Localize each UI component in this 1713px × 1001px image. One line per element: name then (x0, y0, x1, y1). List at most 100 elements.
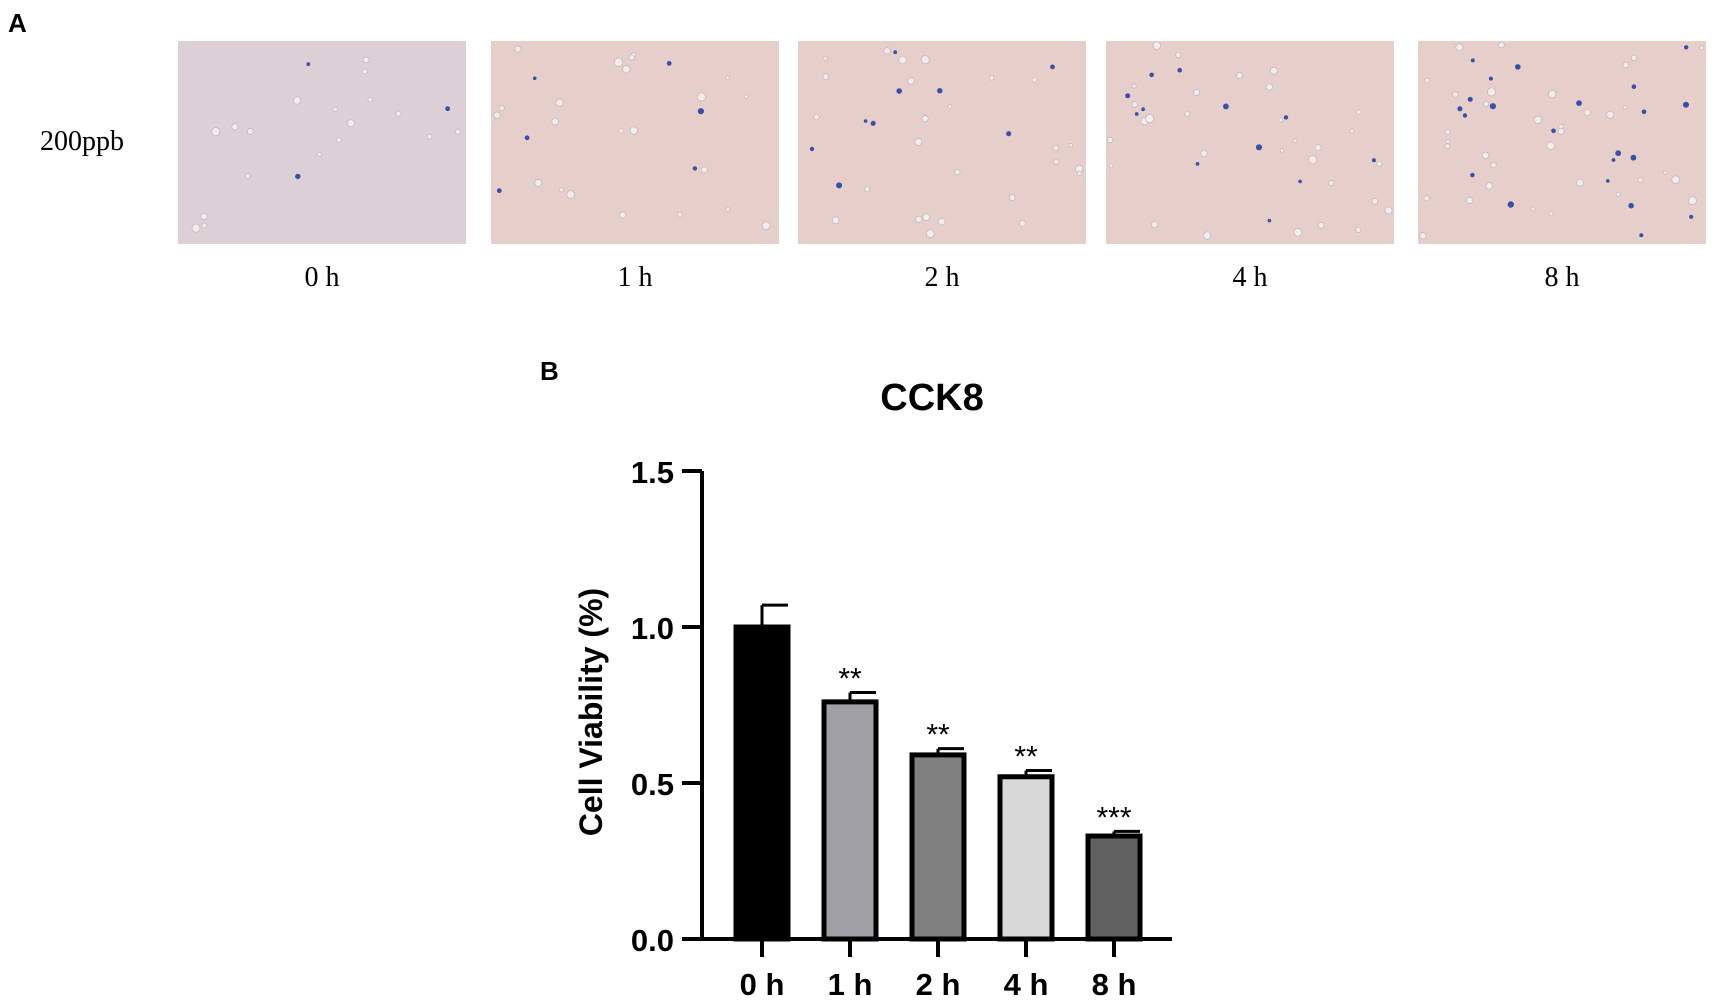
live-cell (1615, 191, 1621, 197)
micrograph-background (178, 41, 466, 244)
micrograph-background (1106, 41, 1394, 244)
live-cell (1106, 136, 1114, 144)
live-cell (920, 55, 930, 65)
live-cell (1200, 149, 1208, 158)
live-cell (898, 55, 907, 65)
live-cell (1202, 231, 1212, 240)
dead-cell (1507, 201, 1514, 208)
live-cell (1018, 219, 1026, 227)
live-cell (677, 211, 683, 218)
live-cell (1688, 196, 1697, 206)
live-cell (346, 119, 355, 128)
live-cell (1265, 83, 1273, 91)
dead-cell (893, 50, 898, 55)
bar-8h (1085, 833, 1143, 942)
live-cell (1483, 100, 1490, 107)
dead-cell (666, 61, 672, 66)
live-cell (1184, 110, 1191, 117)
live-cell (822, 73, 830, 81)
dead-cell (1050, 64, 1055, 70)
dead-cell (1149, 72, 1154, 78)
micrograph-background (1418, 41, 1706, 244)
live-cell (1637, 177, 1644, 183)
live-cell (1175, 51, 1182, 58)
y-tick-label: 0.5 (631, 767, 674, 802)
live-cell (725, 75, 730, 81)
dead-cell (532, 76, 537, 81)
live-cell (1490, 161, 1497, 169)
dead-cell (896, 88, 902, 94)
dead-cell (1006, 131, 1012, 137)
live-cell (1419, 232, 1427, 240)
live-cell (1622, 61, 1630, 69)
live-cell (1444, 143, 1451, 150)
live-cell (1606, 110, 1615, 119)
x-tick-label: 0 h (740, 967, 785, 1001)
dead-cell (1467, 96, 1473, 102)
live-cell (1485, 182, 1493, 190)
significance-label: ** (926, 719, 950, 752)
live-cell (395, 110, 402, 117)
dead-cell (1134, 112, 1139, 116)
dead-cell (1223, 103, 1229, 110)
dead-cell (445, 106, 450, 112)
live-cell (555, 98, 564, 107)
dead-cell (306, 62, 311, 66)
y-tick-label: 0.0 (631, 923, 674, 958)
live-cell (1193, 88, 1200, 96)
dead-cell (692, 166, 698, 171)
dead-cell (1515, 64, 1521, 70)
y-tick-label: 1.0 (631, 611, 674, 646)
live-cell (1671, 175, 1680, 184)
live-cell (725, 206, 731, 212)
live-cell (362, 68, 368, 75)
live-cell (1548, 211, 1554, 217)
live-cell (864, 186, 871, 193)
live-cell (1308, 155, 1318, 165)
live-cell (696, 92, 706, 102)
dead-cell (836, 182, 843, 189)
live-cell (937, 217, 946, 226)
live-cell (1546, 141, 1556, 150)
dead-cell (1488, 76, 1493, 81)
micrograph-2 (798, 41, 1086, 244)
live-cell (200, 212, 208, 220)
dead-cell (1611, 158, 1616, 162)
live-cell (493, 111, 501, 119)
dead-cell (1470, 58, 1475, 63)
live-cell (1699, 45, 1704, 51)
live-cell (1444, 129, 1451, 136)
dead-cell (863, 119, 868, 123)
dead-cell (1606, 179, 1610, 183)
bar-1h (821, 699, 879, 942)
dead-cell (1125, 93, 1131, 99)
live-cell (1068, 143, 1073, 148)
live-cell (566, 190, 575, 199)
x-tick-label: 4 h (1004, 967, 1049, 1001)
dead-cell (1551, 128, 1556, 134)
micrograph-background (491, 41, 779, 244)
live-cell (831, 216, 840, 225)
live-cell (1548, 89, 1557, 99)
live-cell (1530, 206, 1536, 212)
live-cell (245, 173, 251, 179)
dead-cell (524, 135, 530, 141)
live-cell (1150, 220, 1159, 229)
dead-cell (295, 173, 301, 180)
dead-cell (1615, 150, 1622, 157)
y-axis-label: Cell Viability (%) (573, 588, 609, 836)
row-label-concentration: 200ppb (40, 126, 124, 157)
live-cell (700, 166, 708, 174)
live-cell (743, 94, 749, 99)
live-cell (1131, 83, 1137, 89)
dead-cell (1639, 233, 1644, 238)
dead-cell (1195, 162, 1200, 166)
live-cell (367, 97, 373, 103)
live-cell (1423, 195, 1430, 202)
live-cell (907, 77, 915, 85)
live-cell (813, 113, 820, 121)
live-cell (1236, 72, 1243, 79)
live-cell (1031, 76, 1038, 83)
live-cell (1424, 77, 1430, 84)
